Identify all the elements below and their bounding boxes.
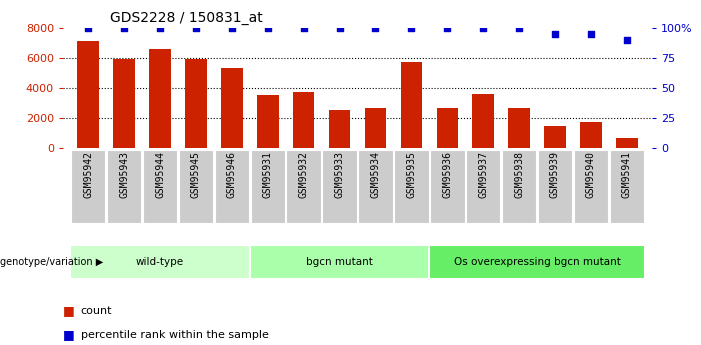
Bar — [365, 108, 386, 148]
Text: GSM95931: GSM95931 — [263, 151, 273, 198]
Text: genotype/variation ▶: genotype/variation ▶ — [0, 257, 103, 267]
Text: count: count — [81, 306, 112, 315]
Point — [513, 25, 524, 30]
Text: GSM95945: GSM95945 — [191, 151, 201, 198]
Text: GSM95940: GSM95940 — [586, 151, 596, 198]
Bar — [573, 150, 608, 223]
Bar — [293, 92, 315, 148]
Text: GSM95937: GSM95937 — [478, 151, 488, 198]
Text: bgcn mutant: bgcn mutant — [306, 257, 373, 267]
Bar — [508, 108, 530, 148]
Point — [262, 25, 273, 30]
Bar — [185, 59, 207, 148]
Text: GSM95936: GSM95936 — [442, 151, 452, 198]
Bar — [114, 59, 135, 148]
Bar — [221, 68, 243, 148]
Bar — [322, 150, 357, 223]
Point — [406, 25, 417, 30]
Point — [83, 25, 94, 30]
Bar — [394, 150, 428, 223]
Point — [442, 25, 453, 30]
Bar — [149, 49, 171, 148]
Bar — [544, 126, 566, 148]
Bar — [466, 150, 501, 223]
Point — [550, 31, 561, 37]
Bar — [472, 94, 494, 148]
Bar — [257, 95, 278, 148]
Bar — [71, 150, 105, 223]
Bar — [179, 150, 213, 223]
Text: GSM95934: GSM95934 — [370, 151, 381, 198]
Bar — [77, 41, 99, 148]
Text: ■: ■ — [63, 304, 75, 317]
Bar — [250, 150, 285, 223]
Text: GSM95946: GSM95946 — [227, 151, 237, 198]
Text: GSM95933: GSM95933 — [334, 151, 345, 198]
Bar — [430, 150, 465, 223]
Bar — [502, 150, 536, 223]
Point — [118, 25, 130, 30]
Text: GSM95938: GSM95938 — [514, 151, 524, 198]
Text: percentile rank within the sample: percentile rank within the sample — [81, 330, 268, 339]
Text: wild-type: wild-type — [136, 257, 184, 267]
Point — [370, 25, 381, 30]
Point — [477, 25, 489, 30]
Text: GSM95935: GSM95935 — [407, 151, 416, 198]
Text: GSM95939: GSM95939 — [550, 151, 560, 198]
Point — [154, 25, 165, 30]
Bar — [437, 108, 458, 148]
Bar — [215, 150, 249, 223]
Point — [585, 31, 597, 37]
Bar — [538, 150, 572, 223]
Bar — [329, 110, 350, 148]
Bar — [580, 122, 601, 148]
Point — [298, 25, 309, 30]
Text: GSM95944: GSM95944 — [155, 151, 165, 198]
Bar — [358, 150, 393, 223]
Bar — [70, 245, 250, 279]
Bar — [400, 61, 422, 148]
Point — [334, 25, 345, 30]
Point — [226, 25, 238, 30]
Text: GSM95942: GSM95942 — [83, 151, 93, 198]
Bar — [616, 138, 638, 148]
Text: GDS2228 / 150831_at: GDS2228 / 150831_at — [110, 11, 263, 25]
Bar — [250, 245, 429, 279]
Text: GSM95943: GSM95943 — [119, 151, 129, 198]
Bar — [287, 150, 321, 223]
Bar — [107, 150, 142, 223]
Text: ■: ■ — [63, 328, 75, 341]
Bar — [429, 245, 645, 279]
Text: GSM95932: GSM95932 — [299, 151, 308, 198]
Text: Os overexpressing bgcn mutant: Os overexpressing bgcn mutant — [454, 257, 620, 267]
Bar — [143, 150, 177, 223]
Bar — [610, 150, 644, 223]
Point — [191, 25, 202, 30]
Text: GSM95941: GSM95941 — [622, 151, 632, 198]
Point — [621, 37, 632, 42]
